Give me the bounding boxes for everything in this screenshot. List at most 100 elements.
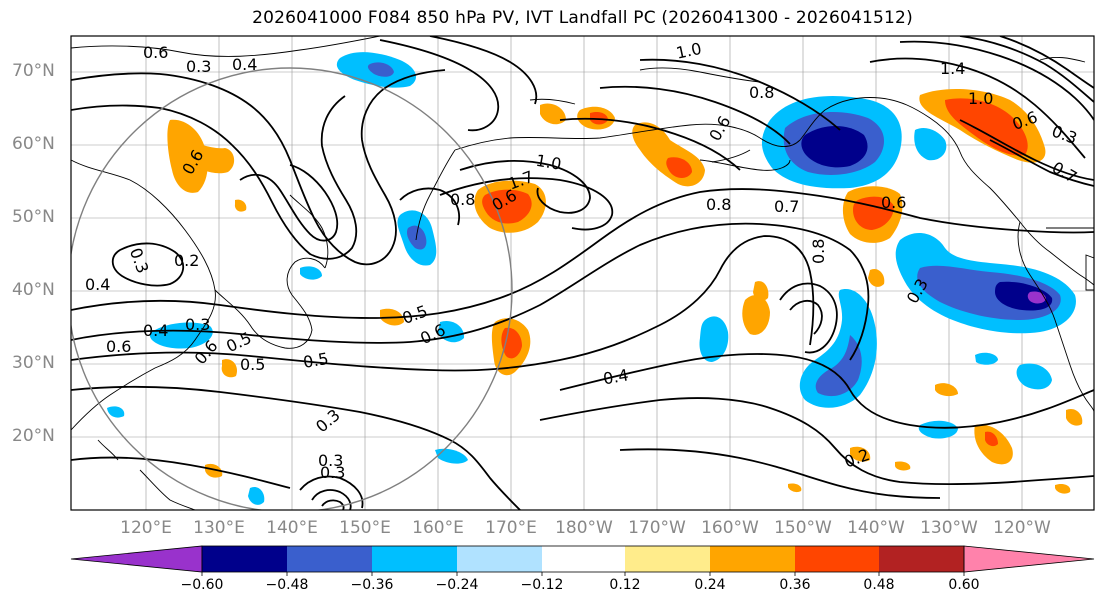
colorbar-bin	[287, 546, 372, 572]
colorbar-bin	[202, 546, 287, 572]
contour-label: 0.5	[302, 349, 330, 372]
ivt-positive-shading	[167, 88, 1083, 494]
lon-label-150w: 150°W	[774, 518, 832, 538]
map-panel	[70, 35, 1095, 511]
lon-label-150e: 150°E	[339, 518, 391, 538]
ivt-pos-gulf-core	[853, 196, 894, 230]
colorbar-tick-label: 0.36	[779, 577, 811, 593]
ivt-pos-siberia-b	[177, 141, 235, 174]
colorbar-tick-label: 0.12	[609, 577, 641, 593]
lon-label-130e: 130°E	[193, 518, 245, 538]
contour-label: 1.4	[940, 59, 965, 78]
ivt-pos-subtrop-a	[742, 295, 770, 335]
colorbar-tick-label: 0.60	[948, 577, 980, 593]
ivt-pos-arctic-b	[540, 103, 566, 125]
ivt-neg-gulf-small	[914, 128, 947, 161]
contour-label: 0.6	[143, 43, 168, 62]
ivt-neg-small3	[248, 486, 265, 505]
contour-label: 0.3	[320, 463, 345, 482]
contour-label: 0.2	[174, 251, 199, 270]
lat-label-40n: 40°N	[12, 280, 55, 300]
contour-label: 0.8	[749, 83, 774, 102]
lon-label-130w: 130°W	[920, 518, 978, 538]
colorbar-tick-label: −0.60	[180, 577, 224, 593]
contour-label: 1.0	[674, 39, 703, 63]
ivt-pos-small3	[868, 268, 885, 287]
lat-label-60n: 60°N	[12, 134, 55, 154]
ivt-neg-gulf-purple	[1027, 291, 1046, 304]
contour-label: 0.8	[706, 195, 731, 214]
ivt-neg-small4	[300, 266, 322, 280]
lon-label-120w: 120°W	[993, 518, 1051, 538]
contour-label: 0.4	[85, 275, 110, 294]
ivt-pos-small10	[895, 461, 911, 471]
ivt-pos-small7	[205, 463, 223, 478]
lat-label-70n: 70°N	[12, 61, 55, 81]
ivt-neg-small1	[975, 352, 998, 365]
lon-label-180w: 180°W	[555, 518, 613, 538]
contour-label: 0.8	[450, 190, 475, 209]
lon-label-120e: 120°E	[120, 518, 172, 538]
ivt-pos-hawaii-core	[985, 431, 998, 447]
colorbar-extend-high	[963, 545, 1095, 573]
contour-label: 0.6	[106, 337, 131, 356]
ivt-pos-small6	[850, 446, 871, 462]
lon-label-170w: 170°W	[628, 518, 686, 538]
ivt-pos-small9	[1055, 483, 1071, 494]
ivt-pos-small4	[935, 383, 958, 397]
ivt-pos-northeast-core	[945, 98, 1028, 156]
lat-label-50n: 50°N	[12, 207, 55, 227]
pv-contours	[71, 36, 1094, 510]
contour-label: 0.4	[602, 365, 630, 388]
ivt-pos-small11	[788, 483, 802, 493]
lon-label-160w: 160°W	[701, 518, 759, 538]
ivt-pos-kamchatka-core	[482, 189, 532, 224]
colorbar-tick-label: −0.48	[265, 577, 309, 593]
map-title: 2026041000 F084 850 hPa PV, IVT Landfall…	[252, 8, 913, 28]
lon-label-140w: 140°W	[847, 518, 905, 538]
ivt-pos-small5	[1066, 408, 1083, 426]
contour-label: 0.7	[774, 197, 799, 216]
colorbar-bin	[879, 546, 964, 572]
ivt-neg-small6	[107, 406, 125, 418]
colorbar-tick-label: −0.12	[520, 577, 564, 593]
contour-label: 0.5	[240, 355, 265, 374]
ivt-pos-small8	[234, 199, 247, 212]
ivt-pos-subtrop-b	[753, 281, 769, 301]
ivt-neg-east	[1016, 363, 1052, 390]
ivt-pos-bering-core	[666, 157, 692, 178]
lon-label-170e: 170°E	[485, 518, 537, 538]
contour-label: 0.4	[143, 321, 168, 340]
lon-label-140e: 140°E	[266, 518, 318, 538]
ivt-neg-arctic-core	[367, 62, 394, 77]
contour-label: 1.0	[534, 151, 562, 174]
contour-label: 0.3	[185, 315, 210, 334]
contour-label: 0.3	[186, 57, 211, 76]
lon-label-160e: 160°E	[412, 518, 464, 538]
ivt-pos-small2	[221, 359, 238, 378]
colorbar-bin	[457, 546, 542, 572]
ivt-neg-japan	[149, 322, 213, 349]
colorbar-bin	[795, 546, 879, 572]
ivt-neg-hawaii	[918, 420, 958, 439]
colorbar-bin	[542, 546, 625, 572]
colorbar-tick-label: 0.48	[863, 577, 895, 593]
contour-label: 0.6	[881, 193, 906, 212]
colorbar-bin	[372, 546, 457, 572]
ivt-negative-shading	[107, 52, 1076, 505]
ivt-pos-west-pac-core	[501, 327, 522, 359]
colorbar-extend-low	[70, 545, 203, 573]
colorbar-tick-label: −0.24	[435, 577, 479, 593]
contour-label: 0.8	[809, 239, 828, 264]
lat-label-30n: 30°N	[12, 353, 55, 373]
colorbar-bin	[625, 546, 710, 572]
colorbar-bin	[710, 546, 795, 572]
ivt-neg-small2	[435, 448, 468, 464]
contour-label: 1.0	[968, 89, 993, 108]
ivt-neg-subtropic-mid	[815, 335, 862, 397]
coastlines	[71, 36, 1094, 510]
colorbar-tick-label: 0.24	[694, 577, 726, 593]
lat-label-20n: 20°N	[12, 426, 55, 446]
colorbar-tick-label: −0.36	[350, 577, 394, 593]
colorbar	[70, 545, 1095, 576]
